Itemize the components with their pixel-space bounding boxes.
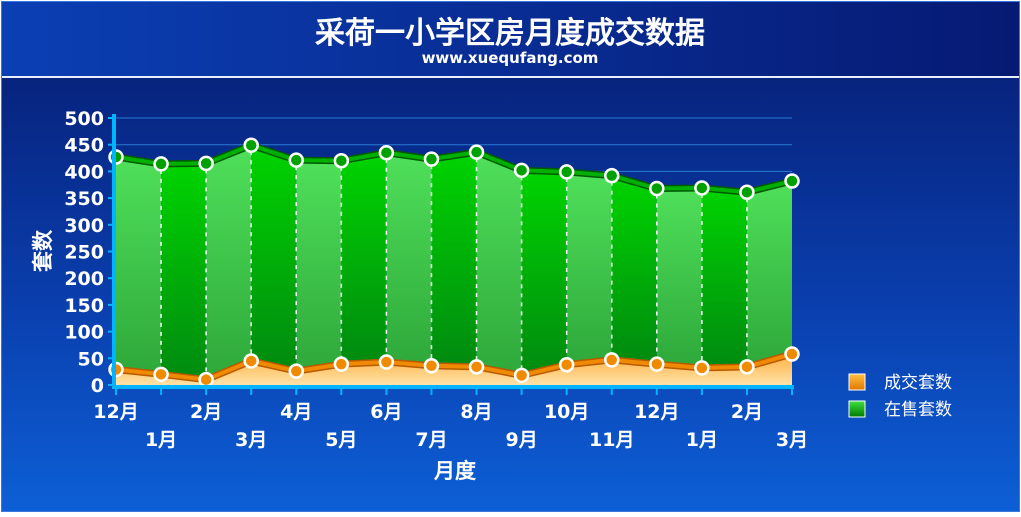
point-sold	[649, 356, 665, 372]
y-tick-label: 500	[64, 108, 104, 130]
legend-swatch-orange	[848, 373, 866, 391]
x-tick-label: 6月	[370, 401, 402, 423]
point-on-sale	[468, 144, 485, 160]
point-sold	[198, 371, 214, 388]
legend-swatch-green	[848, 400, 866, 418]
point-sold	[513, 367, 530, 384]
area-band	[611, 175, 657, 365]
point-on-sale	[288, 152, 305, 168]
x-tick-label: 2月	[190, 401, 222, 423]
legend-label: 成交套数	[884, 373, 952, 393]
legend-label: 在售套数	[884, 400, 952, 420]
point-sold	[243, 353, 259, 369]
y-tick-label: 250	[64, 242, 104, 264]
x-tick-label: 8月	[460, 401, 492, 423]
point-sold	[603, 352, 620, 368]
area-band	[116, 156, 162, 375]
area-band	[341, 152, 387, 365]
axes: 0 50 100 150 200 250 300 350 400 450 500 12月 1月 2月 3月 4…	[64, 108, 808, 451]
point-sold	[468, 359, 485, 375]
point-on-sale	[198, 155, 214, 172]
area-band	[431, 152, 477, 367]
area-bands	[116, 145, 792, 385]
legend-item-1: 在售套数	[848, 400, 952, 420]
point-sold	[288, 363, 305, 379]
x-tick-label: 12月	[93, 401, 138, 423]
point-on-sale	[243, 137, 259, 153]
x-tick-label: 3月	[235, 429, 267, 451]
y-tick-label: 200	[64, 268, 104, 290]
x-tick-label: 11月	[589, 429, 634, 451]
x-tick-label: 5月	[325, 429, 357, 451]
series-line-sold	[115, 352, 793, 382]
chart-title: 采荷一小学区房月度成交数据	[315, 16, 705, 51]
area-band	[746, 181, 792, 367]
area-band	[476, 152, 522, 376]
point-sold	[739, 359, 755, 375]
x-axis-label: 月度	[433, 459, 476, 483]
y-tick-label: 350	[64, 188, 104, 210]
point-on-sale	[513, 162, 530, 179]
x-tick-label: 2月	[731, 401, 763, 423]
area-band	[251, 145, 297, 372]
point-sold	[333, 356, 350, 372]
legend: 成交套数 在售套数	[848, 373, 952, 420]
point-on-sale	[739, 184, 755, 200]
x-tick-label: 1月	[686, 429, 718, 451]
x-tick-label: 4月	[280, 401, 312, 423]
area-band	[206, 145, 252, 380]
area-band	[566, 171, 612, 365]
x-tick-label: 1月	[145, 429, 177, 451]
area-band	[386, 152, 432, 366]
point-on-sale	[603, 167, 620, 184]
area-band	[701, 187, 747, 368]
area-band	[161, 163, 207, 380]
y-tick-label: 100	[64, 322, 104, 344]
area-band	[521, 170, 567, 376]
x-tick-label: 3月	[776, 429, 808, 451]
point-on-sale	[649, 180, 665, 197]
point-on-sale	[153, 156, 169, 172]
y-tick-label: 0	[91, 375, 104, 397]
x-tick-label: 12月	[634, 401, 679, 423]
point-on-sale	[558, 164, 575, 180]
point-on-sale	[784, 173, 800, 189]
point-on-sale	[423, 151, 440, 167]
y-tick-label: 450	[64, 135, 104, 157]
y-tick-label: 400	[64, 161, 104, 183]
point-on-sale	[694, 180, 710, 196]
point-sold	[558, 356, 575, 373]
series-line-on-sale	[115, 143, 793, 195]
chart-subtitle: www.xuequfang.com	[422, 49, 599, 67]
point-sold	[694, 360, 710, 376]
y-axis-label: 套数	[31, 229, 55, 272]
area-band	[296, 160, 342, 372]
legend-item-0: 成交套数	[848, 373, 952, 393]
x-tick-label: 10月	[544, 401, 589, 423]
area-band	[656, 187, 702, 368]
x-tick-label: 9月	[505, 429, 537, 451]
point-on-sale	[333, 152, 350, 169]
point-sold	[153, 366, 169, 383]
point-sold	[784, 346, 800, 362]
point-sold	[423, 358, 440, 374]
point-on-sale	[378, 144, 395, 161]
y-tick-label: 300	[64, 215, 104, 237]
y-tick-label: 150	[64, 295, 104, 317]
x-tick-label: 7月	[415, 429, 447, 451]
y-tick-label: 50	[78, 348, 104, 370]
point-sold	[378, 354, 395, 370]
series-layer	[108, 137, 800, 388]
